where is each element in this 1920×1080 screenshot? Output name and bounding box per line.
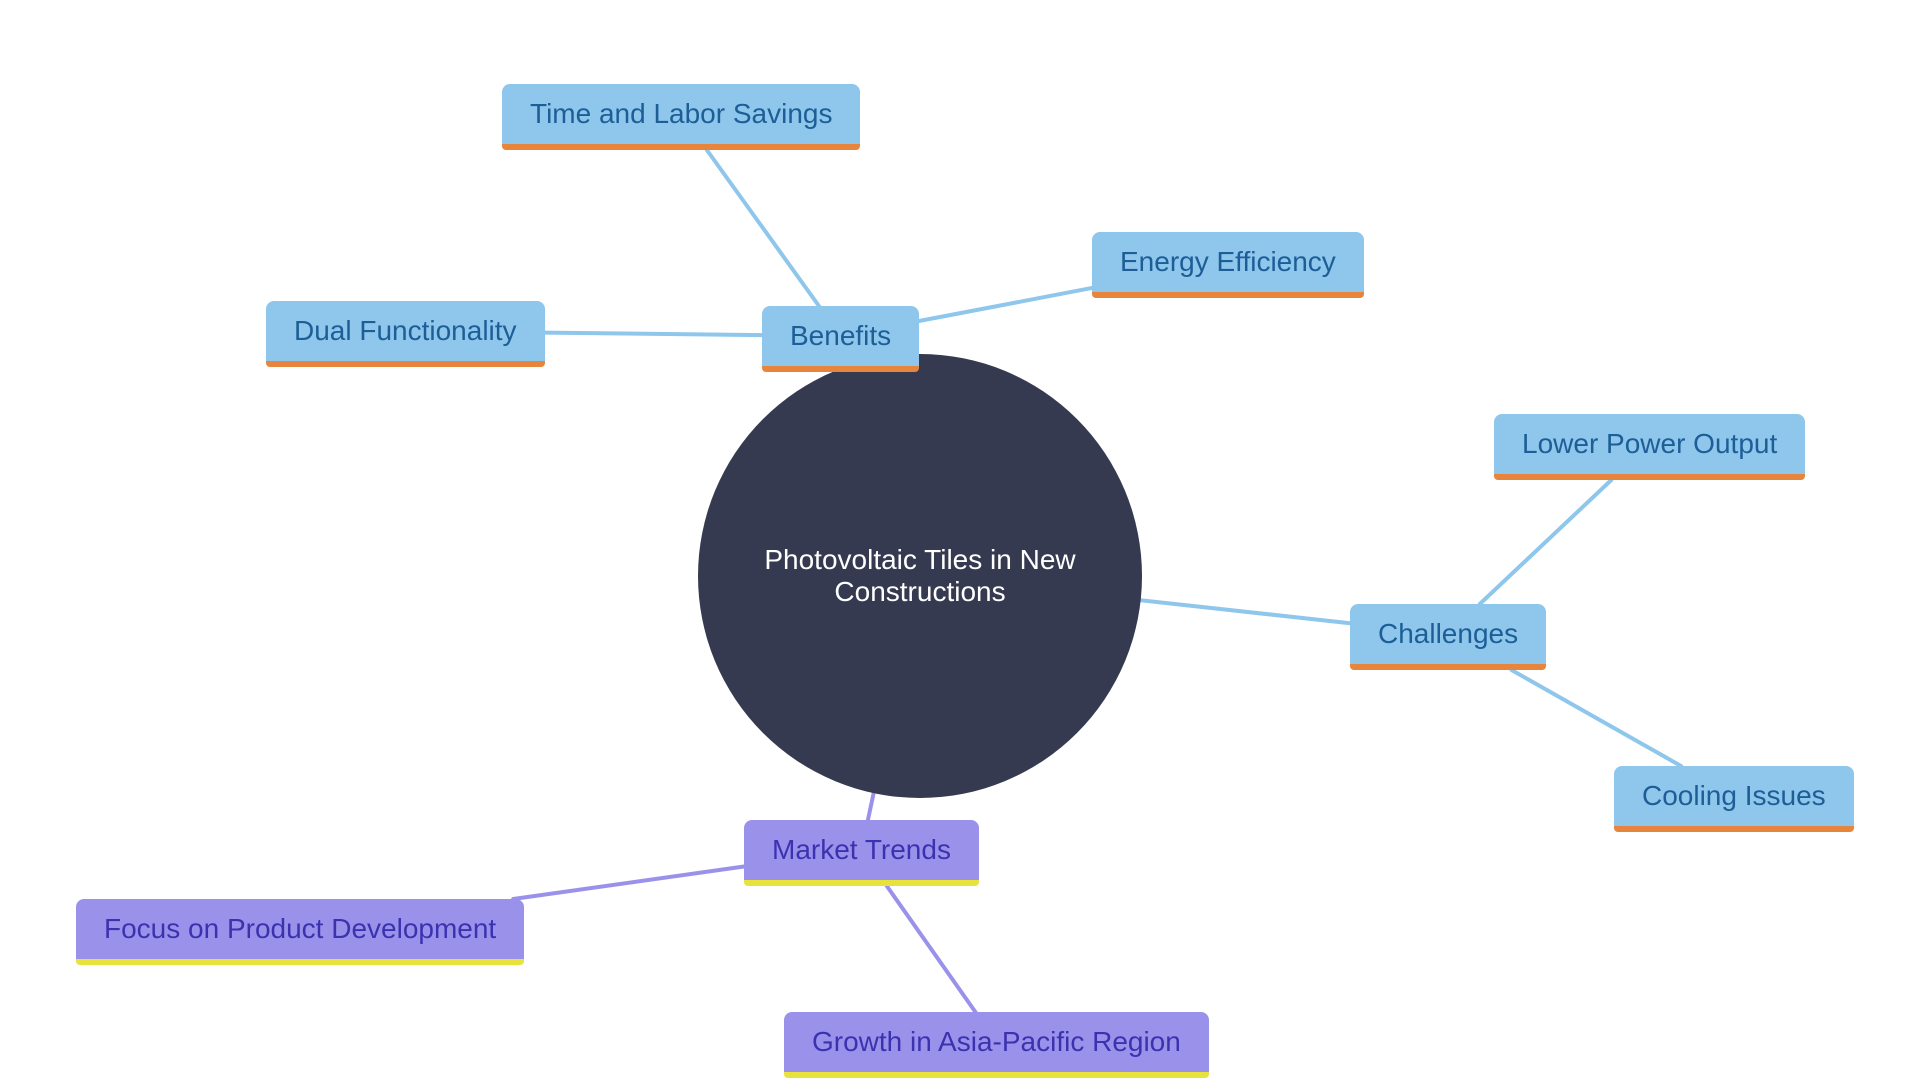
leaf-cooling: Cooling Issues [1614, 766, 1854, 826]
leaf-lower-power: Lower Power Output [1494, 414, 1805, 474]
leaf-energy-eff: Energy Efficiency [1092, 232, 1364, 292]
center-node: Photovoltaic Tiles in New Constructions [698, 354, 1142, 798]
leaf-time-labor: Time and Labor Savings [502, 84, 860, 144]
leaf-asia-pacific: Growth in Asia-Pacific Region [784, 1012, 1209, 1072]
branch-market-trends: Market Trends [744, 820, 979, 880]
leaf-dual-func: Dual Functionality [266, 301, 545, 361]
branch-benefits: Benefits [762, 306, 919, 366]
center-label: Photovoltaic Tiles in New Constructions [738, 544, 1102, 608]
leaf-product-dev: Focus on Product Development [76, 899, 524, 959]
branch-challenges: Challenges [1350, 604, 1546, 664]
